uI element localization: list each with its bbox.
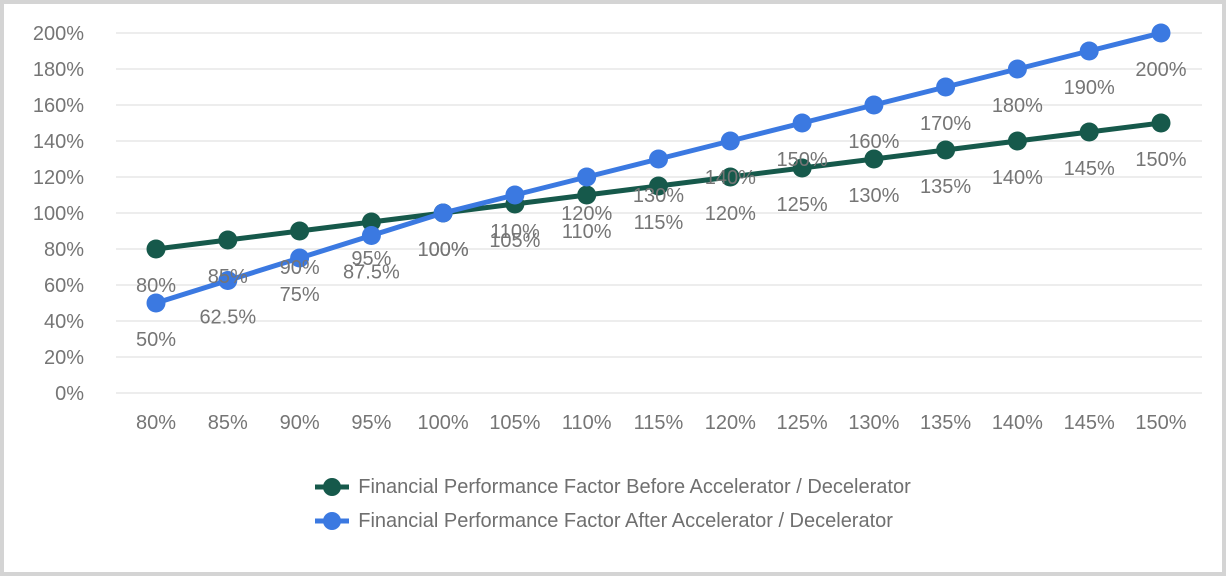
x-axis-tick-label: 110% (562, 412, 612, 434)
y-axis-tick-label: 20% (44, 347, 84, 369)
data-label: 95% (351, 248, 391, 270)
data-label: 135% (920, 176, 971, 198)
x-axis-tick-label: 145% (1064, 412, 1115, 434)
x-axis-tick-label: 150% (1135, 412, 1186, 434)
data-label: 115% (634, 212, 684, 234)
data-point (361, 212, 381, 232)
data-point (649, 176, 668, 196)
data-point (864, 95, 884, 115)
data-label: 130% (848, 185, 899, 207)
data-point (720, 131, 740, 151)
chart-legend: Financial Performance Factor Before Acce… (4, 470, 1222, 538)
data-label: 170% (920, 113, 971, 135)
data-label: 150% (1135, 149, 1186, 171)
data-point (1151, 23, 1171, 43)
y-axis-tick-label: 180% (33, 59, 84, 81)
data-label: 100% (418, 239, 469, 261)
x-axis-tick-label: 130% (848, 412, 899, 434)
data-label: 200% (1135, 59, 1186, 81)
data-label: 62.5% (199, 307, 256, 329)
x-axis-tick-label: 105% (489, 412, 540, 434)
data-point (577, 167, 597, 187)
data-point (577, 185, 597, 205)
data-label: 85% (208, 266, 248, 288)
y-axis-tick-label: 80% (44, 239, 84, 261)
x-axis-tick-label: 85% (208, 412, 248, 434)
data-point (290, 221, 310, 241)
legend-label-before: Financial Performance Factor Before Acce… (358, 475, 911, 498)
data-point (218, 271, 238, 290)
y-axis-tick-label: 60% (44, 275, 84, 297)
data-point (864, 149, 884, 169)
y-axis-tick-label: 140% (33, 131, 84, 153)
data-label: 140% (705, 167, 756, 189)
data-label: 125% (777, 194, 828, 216)
data-label: 105% (489, 230, 540, 252)
data-point (146, 293, 166, 313)
data-label: 150% (777, 149, 828, 171)
x-axis-tick-label: 140% (992, 412, 1043, 434)
x-axis-tick-label: 100% (418, 412, 469, 434)
data-point (936, 77, 956, 97)
data-point (361, 226, 381, 245)
x-axis-tick-label: 90% (280, 412, 320, 434)
data-point (1151, 113, 1171, 133)
data-label: 100% (418, 239, 469, 261)
data-point (1007, 131, 1027, 151)
data-label: 87.5% (343, 262, 400, 284)
legend-item-after: Financial Performance Factor After Accel… (315, 504, 893, 538)
data-label: 190% (1064, 77, 1115, 99)
data-label: 140% (992, 167, 1043, 189)
y-axis-tick-label: 120% (33, 167, 84, 189)
y-axis-tick-label: 0% (55, 383, 84, 405)
y-axis-tick-label: 40% (44, 311, 84, 333)
data-label: 110% (490, 221, 540, 243)
x-axis-tick-label: 120% (705, 412, 756, 434)
data-point (505, 185, 525, 205)
data-label: 120% (705, 203, 756, 225)
x-axis-tick-label: 80% (136, 412, 176, 434)
data-label: 110% (562, 221, 612, 243)
data-label: 180% (992, 95, 1043, 117)
data-point (792, 113, 812, 133)
data-label: 145% (1064, 158, 1115, 180)
x-axis-tick-label: 135% (920, 412, 971, 434)
legend-marker-before-icon (315, 478, 350, 496)
data-point (936, 140, 956, 160)
legend-item-before: Financial Performance Factor Before Acce… (315, 470, 911, 504)
data-point (720, 167, 740, 187)
legend-marker-after-icon (315, 512, 350, 530)
data-point (1079, 41, 1099, 61)
data-label: 75% (280, 284, 320, 306)
data-point (1079, 122, 1099, 142)
y-axis-tick-label: 200% (33, 23, 84, 45)
data-point (1007, 59, 1027, 79)
data-label: 130% (633, 185, 684, 207)
data-label: 120% (561, 203, 612, 225)
x-axis-tick-label: 125% (777, 412, 828, 434)
data-point (290, 248, 310, 268)
data-point (792, 158, 812, 178)
x-axis-tick-label: 95% (351, 412, 391, 434)
y-axis-tick-label: 160% (33, 95, 84, 117)
data-point (649, 149, 668, 169)
data-label: 160% (848, 131, 899, 153)
chart-legend-rows: Financial Performance Factor Before Acce… (315, 470, 911, 538)
data-label: 80% (136, 275, 176, 297)
legend-label-after: Financial Performance Factor After Accel… (358, 509, 893, 532)
data-label: 90% (280, 257, 320, 279)
data-point (433, 203, 453, 223)
data-label: 50% (136, 329, 176, 351)
data-point (146, 239, 166, 259)
x-axis-tick-label: 115% (634, 412, 684, 434)
line-chart: 0% 20% 40% 60% 80% 100% 120% 140% 160% 180% 200% 80… (33, 23, 1202, 434)
data-point (218, 230, 238, 250)
y-axis-tick-label: 100% (33, 203, 84, 225)
